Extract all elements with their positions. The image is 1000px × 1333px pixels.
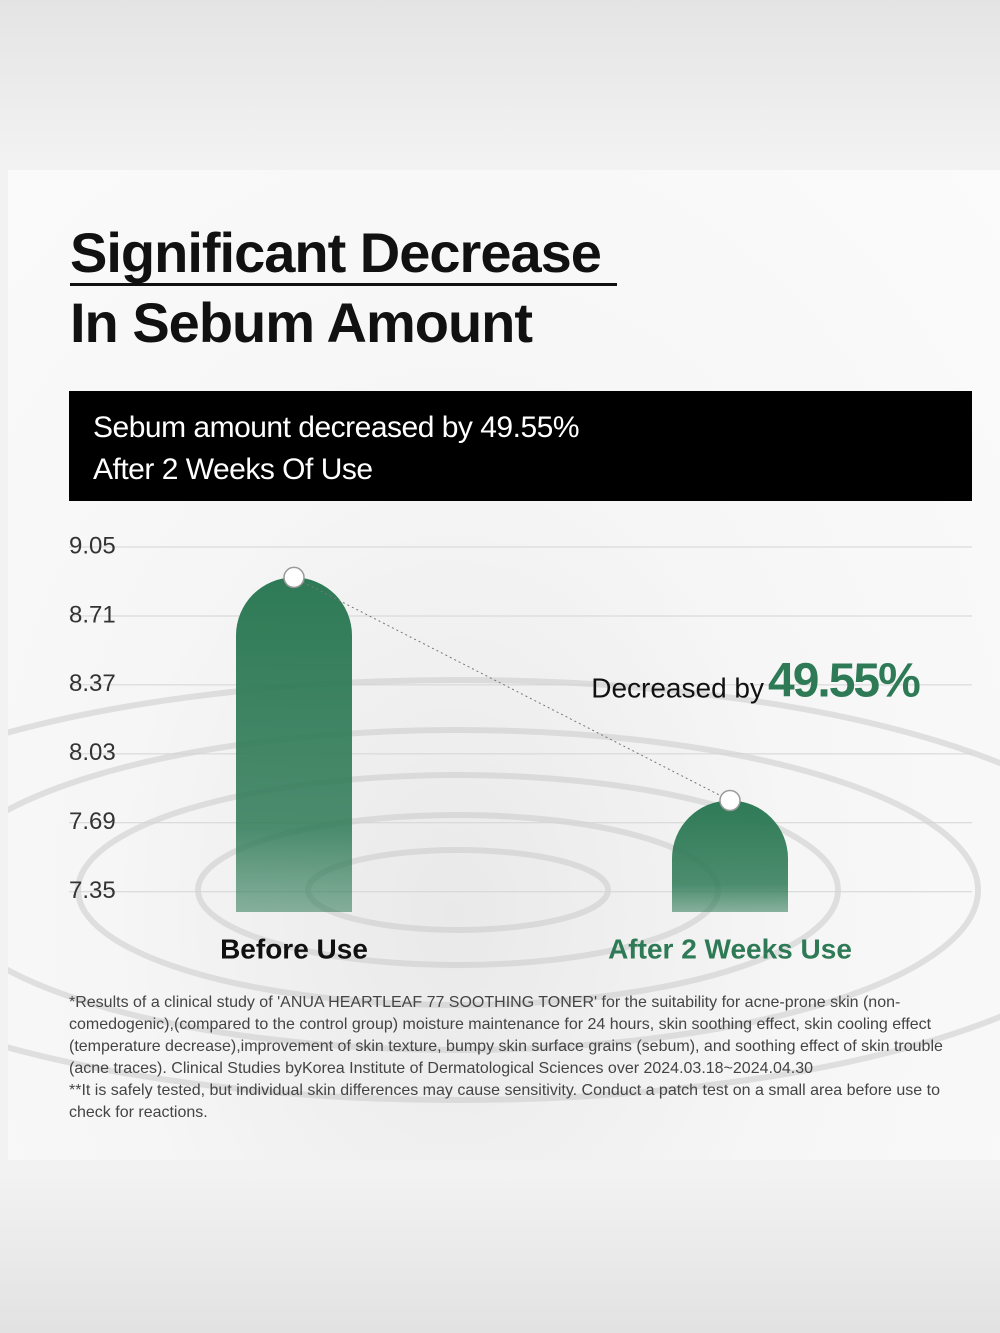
y-tick-label: 8.71 [69, 601, 116, 628]
chart: 9.05 8.71 8.37 8.03 7.69 7.35 Before Use After … [8, 532, 1000, 1103]
x-tick-label: After 2 Weeks Use [608, 933, 852, 964]
panel: 9.05 8.71 8.37 8.03 7.69 7.35 Before Use After … [8, 170, 1000, 1160]
footnote: **It is safely tested, but individual sk… [69, 1082, 940, 1121]
banner-line: Sebum amount decreased by 49.55% [93, 411, 580, 444]
footnotes: *Results of a clinical study of 'ANUA HE… [69, 992, 969, 1124]
bar-top-dot [283, 566, 305, 589]
y-tick-label: 8.03 [69, 739, 116, 766]
bar [672, 800, 788, 912]
bar-top-dot [719, 789, 741, 812]
footnote: *Results of a clinical study of 'ANUA HE… [69, 994, 943, 1077]
x-tick-label: Before Use [220, 933, 368, 964]
y-tick-label: 8.37 [69, 670, 116, 697]
banner: Sebum amount decreased by 49.55% After 2… [69, 391, 972, 501]
annotation-value: 49.55% [768, 655, 920, 708]
water-ripples [8, 677, 1000, 1103]
y-tick-label: 7.35 [69, 877, 116, 904]
bar [236, 577, 352, 912]
title-line: Significant Decrease [70, 223, 617, 286]
y-tick-label: 7.69 [69, 808, 116, 835]
banner-line: After 2 Weeks Of Use [93, 453, 373, 486]
annotation-label: Decreased by [591, 672, 764, 703]
title-line: In Sebum Amount [70, 291, 533, 354]
y-tick-label: 9.05 [69, 532, 116, 559]
connector [293, 576, 731, 801]
title: Significant Decrease In Sebum Amount [70, 218, 617, 358]
